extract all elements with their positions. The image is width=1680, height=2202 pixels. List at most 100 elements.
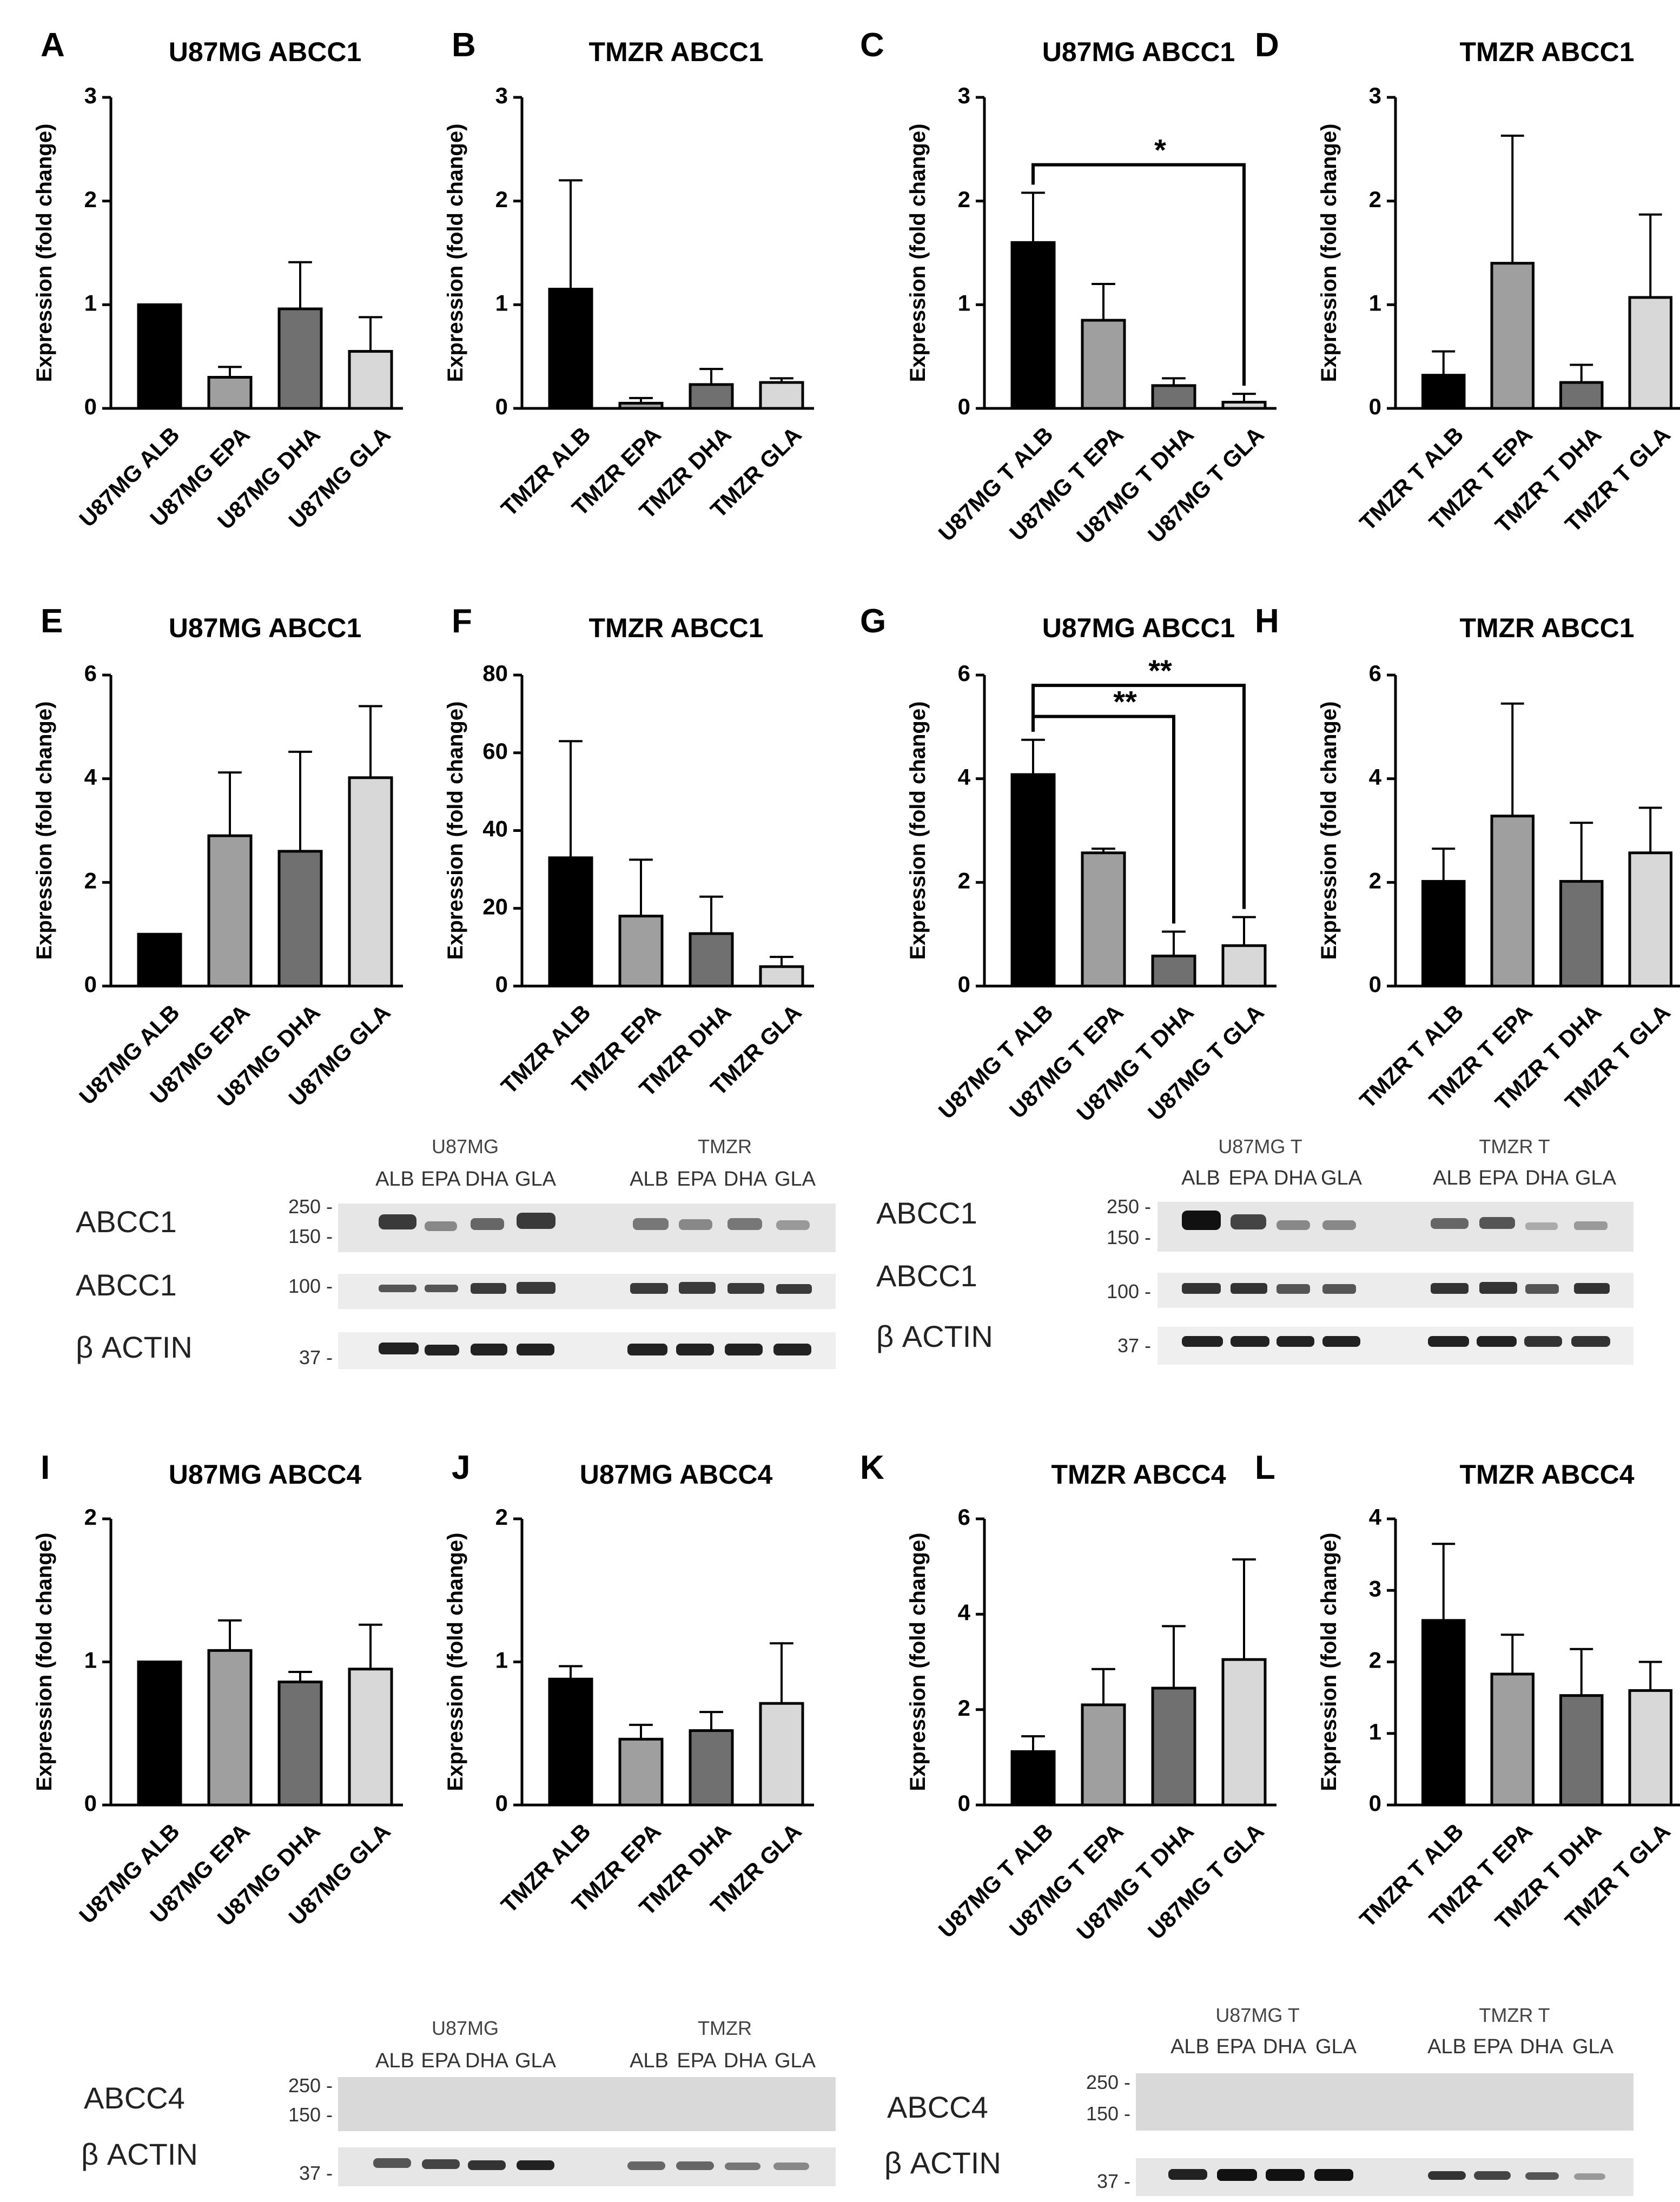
y-tick-label: 0	[495, 394, 508, 419]
y-axis-label: Expression (fold change)	[1317, 1533, 1341, 1791]
blot-lane-label: GLA	[1572, 2035, 1614, 2058]
y-tick-label: 6	[958, 1504, 970, 1530]
blot-membrane-actin	[1136, 2158, 1633, 2196]
panel-letter: B	[452, 27, 476, 64]
y-tick-label: 0	[1369, 394, 1381, 419]
panel-letter: J	[452, 1449, 470, 1486]
blot-band	[627, 1344, 667, 1355]
blot-band	[773, 2163, 809, 2170]
blot-row-label: ABCC1	[876, 1259, 977, 1293]
bar	[277, 1681, 323, 1807]
blot-band	[1182, 1211, 1221, 1230]
bar	[348, 350, 393, 410]
blot-band	[1322, 1220, 1356, 1230]
blot-band	[517, 1213, 555, 1229]
blot-band	[517, 1344, 554, 1355]
blot-band	[379, 1343, 419, 1354]
chart-title: U87MG ABCC1	[169, 37, 362, 67]
blot-band	[517, 2160, 554, 2170]
blot-marker: 150 -	[288, 2104, 333, 2126]
blot-membrane-actin	[1158, 1327, 1633, 1365]
y-tick-label: 0	[84, 394, 97, 419]
panel-letter: G	[860, 603, 886, 640]
blot-lane-label: DHA	[1520, 2035, 1564, 2058]
blot-group-label: U87MG	[432, 2017, 499, 2039]
chart-title: TMZR ABCC1	[1459, 613, 1634, 643]
y-tick-label: 2	[1369, 868, 1381, 893]
blot-band	[679, 1219, 712, 1230]
blot-band	[425, 1345, 459, 1355]
blot-band	[633, 1218, 669, 1230]
blot-group-label: TMZR	[698, 1135, 752, 1158]
y-tick-label: 3	[1369, 1576, 1381, 1601]
y-tick-label: 3	[958, 83, 970, 108]
blot-lane-label: GLA	[775, 2049, 816, 2072]
chart-title: U87MG ABCC1	[1042, 37, 1235, 67]
blot-group-label: U87MG T	[1218, 1135, 1302, 1158]
bar	[689, 383, 734, 410]
blot-marker: 150 -	[1086, 2102, 1130, 2125]
bar	[689, 1729, 734, 1807]
y-tick-label: 2	[958, 187, 970, 212]
chart-title: TMZR ABCC1	[1459, 37, 1634, 67]
bar	[1490, 815, 1535, 988]
blot-band	[627, 2161, 665, 2170]
blot-marker: 250 -	[1107, 1195, 1151, 1218]
y-axis-label: Expression (fold change)	[32, 702, 56, 960]
blot-band	[630, 1283, 668, 1294]
panel-letter: K	[860, 1449, 884, 1486]
blot-lane-label: GLA	[1575, 1167, 1617, 1189]
y-axis-label: Expression (fold change)	[32, 1533, 56, 1791]
blot-abcc4-right: U87MG T TMZR T ALB EPA DHA GLA ALB EPA D…	[884, 2004, 1633, 2196]
y-tick-label: 2	[1369, 1648, 1381, 1673]
blot-band	[1231, 1283, 1267, 1294]
y-tick-label: 6	[1369, 660, 1381, 686]
blot-marker: 37 -	[299, 2162, 333, 2184]
blot-row-label: ABCC1	[76, 1205, 177, 1239]
chart-title: U87MG ABCC4	[580, 1459, 773, 1490]
bar	[348, 1668, 393, 1807]
y-tick-label: 1	[1369, 1719, 1381, 1744]
blot-band	[676, 1344, 714, 1355]
blot-group-label: TMZR T	[1479, 2004, 1550, 2026]
y-tick-label: 4	[84, 764, 97, 790]
blot-group-label: TMZR T	[1479, 1135, 1550, 1158]
bar	[137, 1661, 182, 1807]
y-tick-label: 0	[84, 971, 97, 997]
blot-membrane-abcc4	[1136, 2073, 1633, 2131]
blot-abcc4-left: U87MG TMZR ALB EPA DHA GLA ALB EPA DHA G…	[81, 2017, 836, 2186]
blot-band	[1276, 1220, 1310, 1230]
bar	[1559, 880, 1604, 988]
blot-lane-label: EPA	[421, 2049, 461, 2072]
y-axis-label: Expression (fold change)	[906, 124, 930, 382]
blot-row-label: ABCC1	[76, 1268, 177, 1302]
blot-band	[1231, 1214, 1266, 1229]
bar	[207, 1649, 253, 1807]
y-tick-label: 2	[495, 187, 508, 212]
bar	[1221, 401, 1267, 410]
y-tick-label: 1	[958, 290, 970, 315]
significance-bracket	[1031, 163, 1246, 386]
bar	[1421, 1619, 1466, 1807]
blot-band	[379, 1214, 416, 1229]
blot-band	[425, 1285, 458, 1292]
bar	[1421, 374, 1466, 410]
significance-bracket	[1031, 684, 1246, 909]
blot-lane-label: GLA	[1315, 2035, 1357, 2058]
chart-title: U87MG ABCC1	[169, 613, 362, 643]
blot-lane-label: DHA	[724, 2049, 768, 2072]
blot-band	[1431, 1218, 1469, 1229]
y-axis-label: Expression (fold change)	[906, 1533, 930, 1791]
bar	[1559, 1694, 1604, 1807]
y-tick-label: 1	[495, 1648, 508, 1673]
blot-lane-label: EPA	[1473, 2035, 1513, 2058]
bar	[618, 915, 664, 988]
blot-band	[727, 1218, 762, 1230]
blot-lane-label: ALB	[375, 2049, 414, 2072]
blot-lane-label: ALB	[1170, 2035, 1209, 2058]
blot-band	[468, 2160, 506, 2170]
bar	[1151, 1687, 1196, 1807]
bar	[759, 381, 804, 410]
y-axis-label: Expression (fold change)	[1317, 702, 1341, 960]
y-tick-label: 6	[958, 660, 970, 686]
